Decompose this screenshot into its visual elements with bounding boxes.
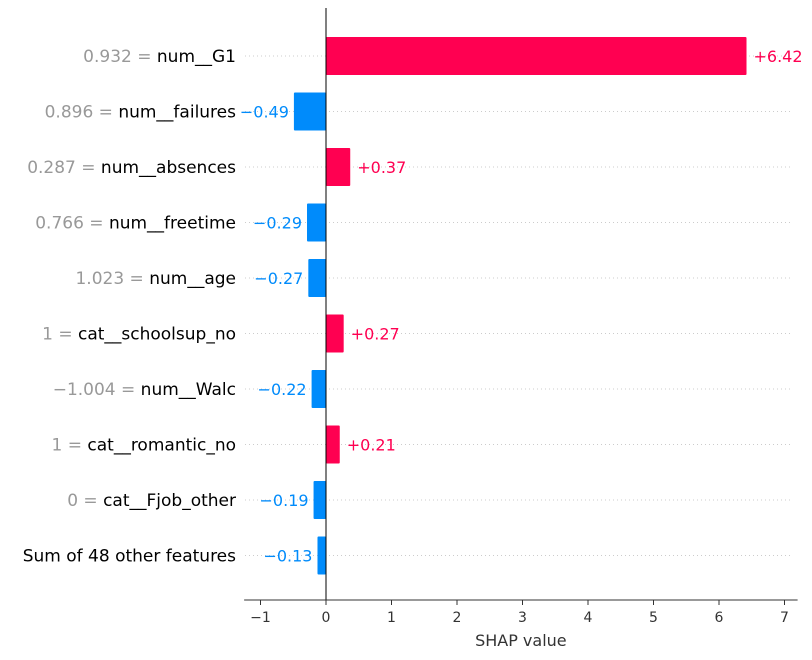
- bar-value-label: +6.42: [754, 47, 803, 66]
- feature-name: cat__Fjob_other: [103, 491, 236, 511]
- bar: [307, 203, 326, 242]
- bar: [308, 259, 326, 297]
- bar-value-label: −0.29: [253, 214, 302, 233]
- bar: [293, 92, 326, 131]
- feature-name: num__Walc: [141, 380, 236, 400]
- feature-label: 1 = cat__romantic_no: [52, 436, 236, 456]
- feature-label: 0.766 = num__freetime: [35, 214, 236, 234]
- feature-value: 0.896 =: [45, 103, 119, 123]
- feature-label: 0.896 = num__failures: [45, 103, 237, 123]
- feature-label: Sum of 48 other features: [23, 547, 236, 567]
- x-tick-label: 3: [518, 610, 527, 626]
- bar-value-label: +0.37: [357, 158, 406, 177]
- x-tick-label: 5: [649, 610, 658, 626]
- x-tick-label: 7: [780, 610, 789, 626]
- feature-value: 0.287 =: [27, 158, 101, 178]
- feature-label: 0 = cat__Fjob_other: [67, 491, 236, 511]
- bar-value-label: −0.19: [260, 491, 309, 510]
- bars: +6.42 −0.49 +0.37 −0.29 −0.27 +0.27 −0.22 +0.21…: [240, 37, 803, 575]
- bar: [326, 148, 351, 186]
- x-axis-label: SHAP value: [475, 631, 567, 650]
- feature-label: 1 = cat__schoolsup_no: [42, 325, 236, 345]
- feature-name: num__age: [149, 269, 236, 289]
- feature-value: 0.766 =: [35, 214, 109, 234]
- bar: [313, 481, 326, 519]
- x-axis: −1 0 1 2 3 4 5 6 7: [244, 599, 798, 626]
- bar-value-label: −0.49: [240, 103, 289, 122]
- bar-value-label: −0.22: [258, 380, 307, 399]
- bar-value-label: +0.27: [351, 325, 400, 344]
- feature-value: 0.932 =: [83, 47, 157, 67]
- x-tick-label: 0: [322, 610, 331, 626]
- feature-label: −1.004 = num__Walc: [53, 380, 236, 400]
- feature-name: num__failures: [118, 103, 236, 123]
- feature-labels: 0.932 = num__G1 0.896 = num__failures 0.28…: [23, 47, 236, 567]
- feature-label: 1.023 = num__age: [75, 269, 236, 289]
- feature-value: 0 =: [67, 491, 103, 511]
- bar-value-label: +0.21: [347, 436, 396, 455]
- feature-value: 1 =: [52, 436, 88, 456]
- x-tick-label: 6: [715, 610, 724, 626]
- bar: [326, 37, 747, 75]
- feature-label: 0.932 = num__G1: [83, 47, 236, 67]
- feature-value: 1.023 =: [75, 269, 149, 289]
- x-tick-label: 1: [387, 610, 396, 626]
- x-tick-label: 2: [453, 610, 462, 626]
- bar-value-label: −0.13: [263, 547, 312, 566]
- feature-value: 1 =: [42, 325, 78, 345]
- feature-name: num__absences: [101, 158, 236, 178]
- x-tick-label: −1: [250, 610, 271, 626]
- x-tick-label: 4: [584, 610, 593, 626]
- bar-value-label: −0.27: [254, 269, 303, 288]
- feature-name: Sum of 48 other features: [23, 547, 236, 567]
- bar: [326, 314, 344, 353]
- feature-name: num__freetime: [109, 214, 236, 234]
- feature-value: −1.004 =: [53, 380, 141, 400]
- bar: [317, 536, 326, 575]
- feature-label: 0.287 = num__absences: [27, 158, 236, 178]
- row-guides: [245, 55, 790, 556]
- feature-name: cat__romantic_no: [87, 436, 236, 456]
- bar: [311, 370, 326, 408]
- bar: [326, 425, 340, 464]
- feature-name: num__G1: [157, 47, 236, 67]
- feature-name: cat__schoolsup_no: [78, 325, 236, 345]
